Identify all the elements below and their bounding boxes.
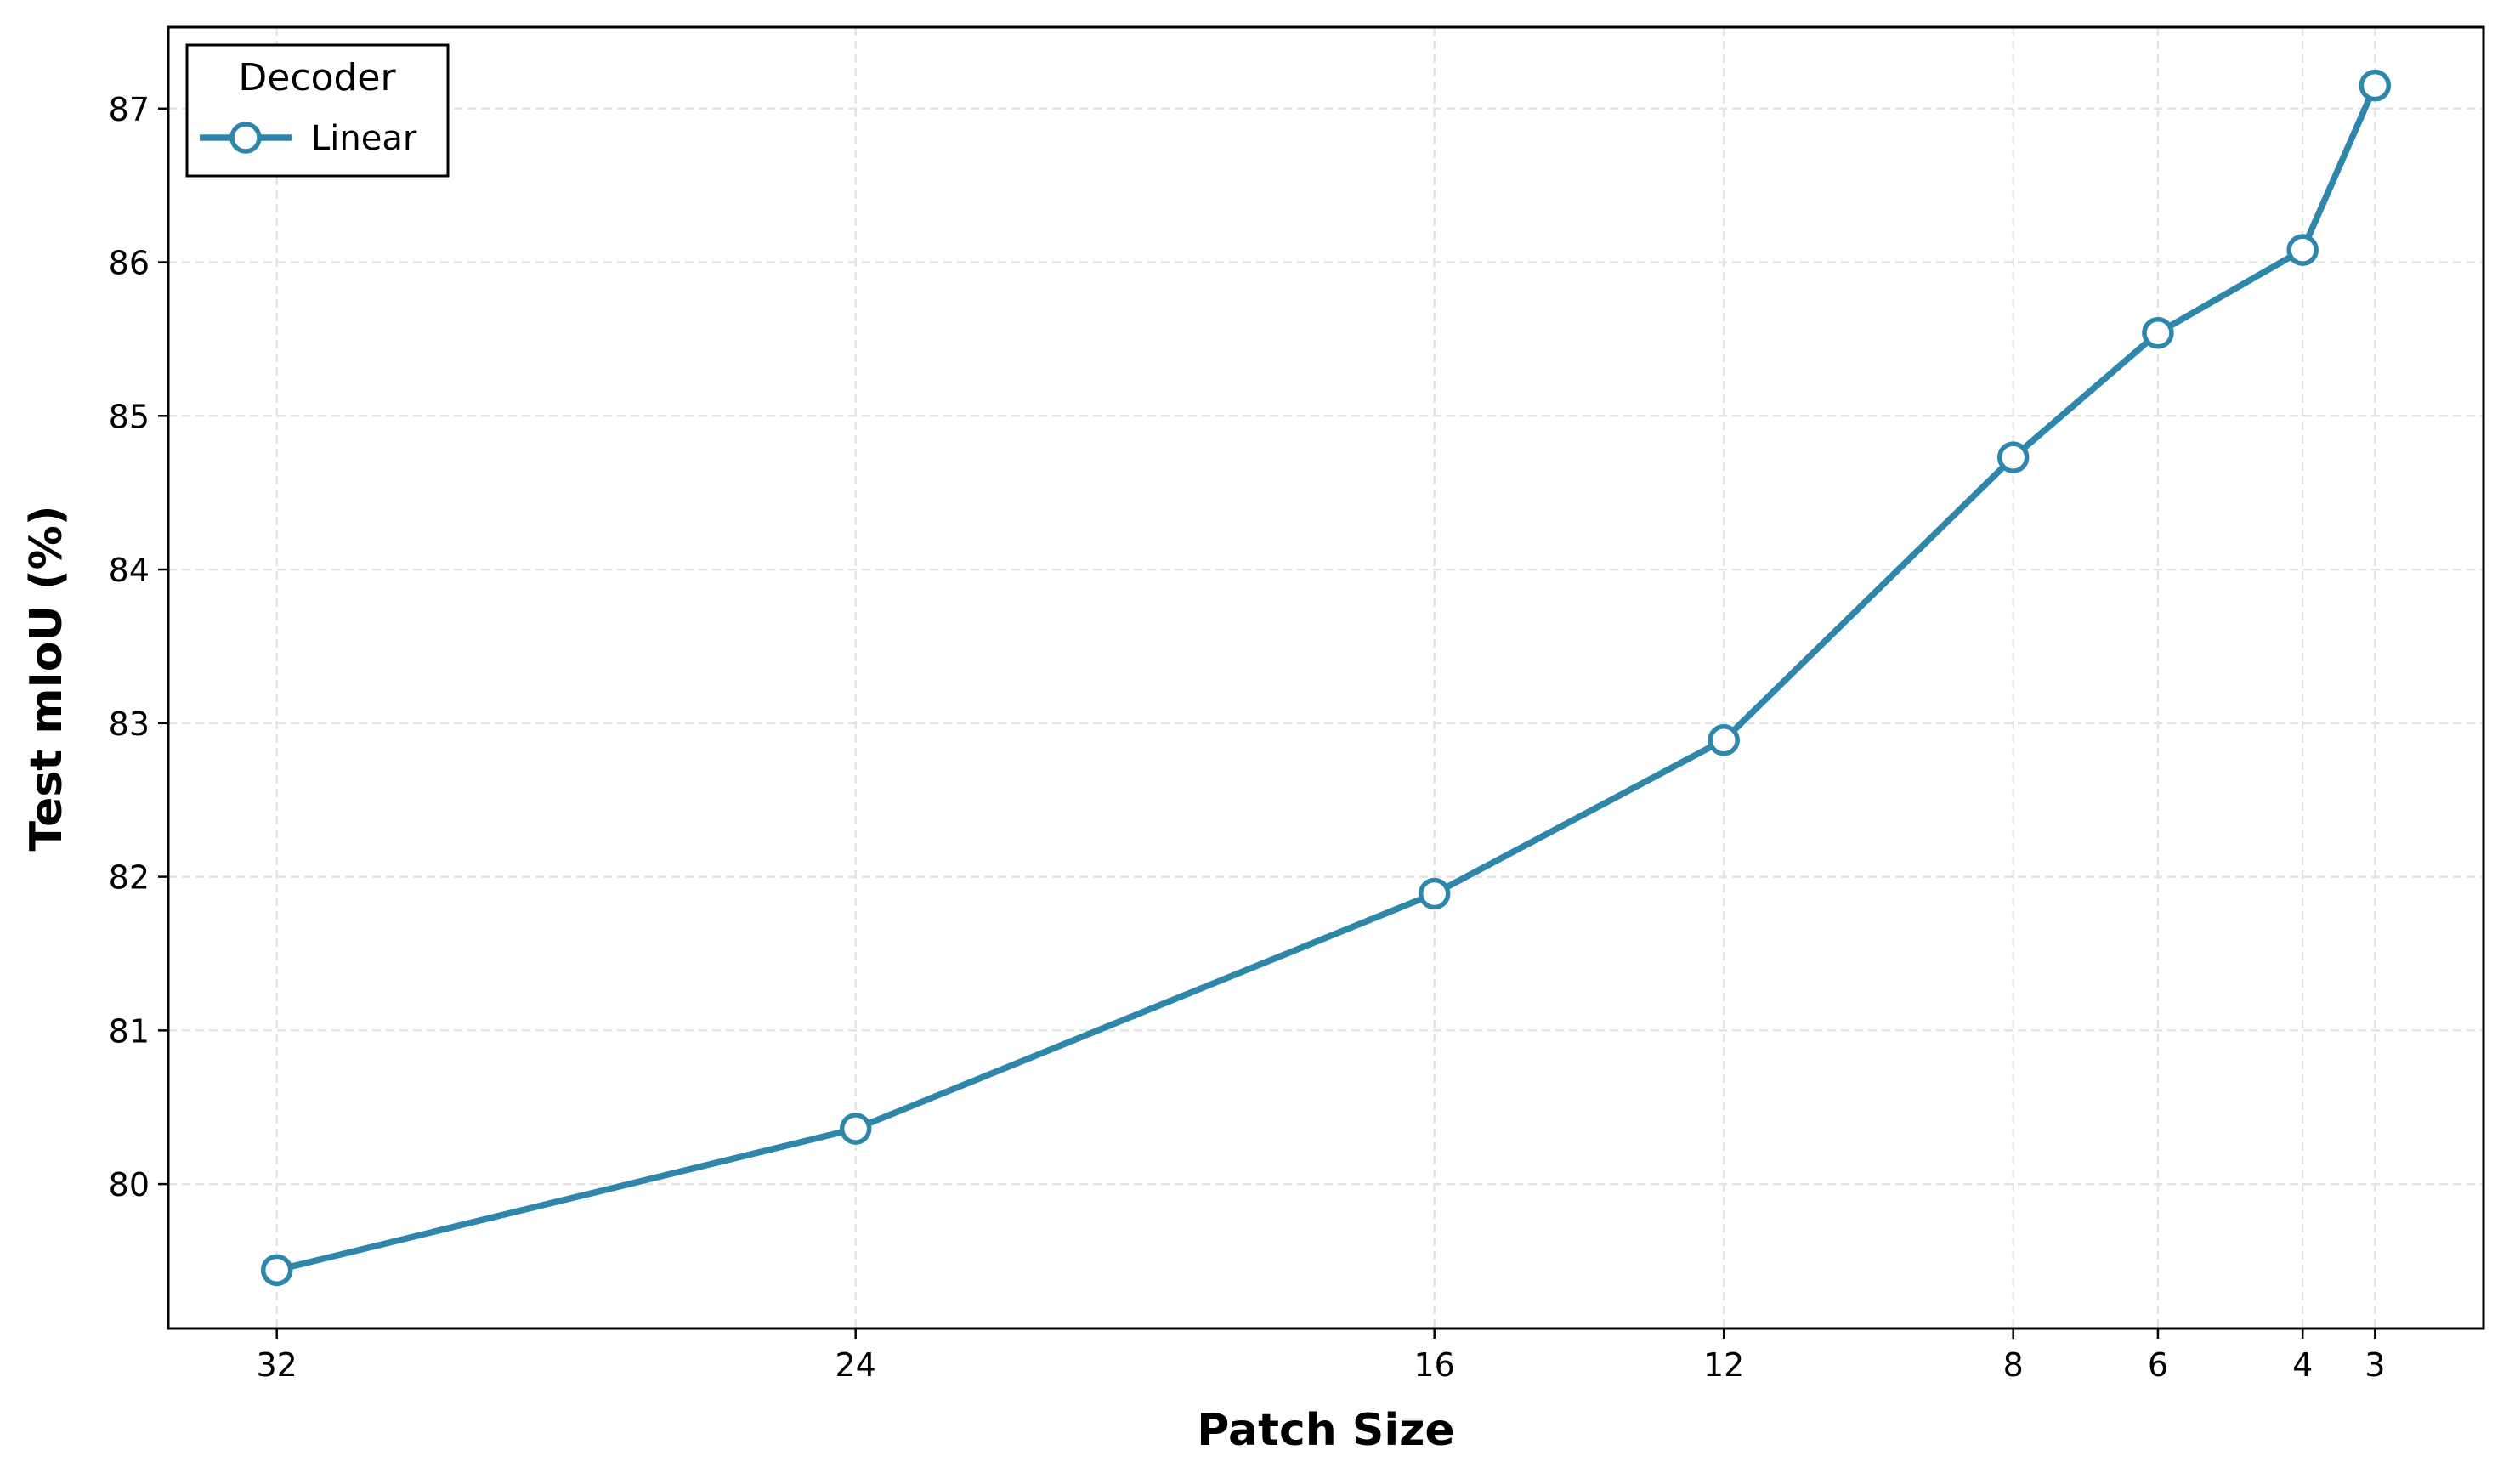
- data-point: [1708, 723, 1740, 756]
- legend-box: [185, 43, 450, 178]
- y-tick-label: 83: [109, 705, 150, 743]
- legend-marker: [229, 122, 262, 154]
- y-tick-label: 87: [109, 91, 150, 128]
- plot-frame: [167, 25, 2485, 1330]
- data-line: [275, 84, 2378, 1273]
- x-tick-label: 16: [1414, 1346, 1455, 1384]
- x-tick-label: 8: [2003, 1346, 2024, 1384]
- data-point: [2286, 234, 2319, 266]
- x-tick-label: 24: [835, 1346, 876, 1384]
- data-point: [1996, 441, 2030, 473]
- x-axis-label: Patch Size: [1197, 1405, 1454, 1456]
- x-tick-label: 12: [1703, 1346, 1744, 1384]
- x-tick-label: 4: [2292, 1346, 2313, 1384]
- y-tick-label: 80: [109, 1166, 150, 1204]
- y-tick-label: 81: [109, 1012, 150, 1050]
- y-tick-label: 84: [109, 552, 150, 589]
- y-tick-label: 85: [109, 398, 150, 435]
- y-axis-label: Test mIoU (%): [21, 506, 72, 852]
- data-point: [2142, 316, 2174, 349]
- data-point: [2359, 69, 2392, 102]
- data-point: [260, 1254, 293, 1287]
- data-point: [1418, 877, 1451, 910]
- x-tick-label: 32: [257, 1346, 297, 1384]
- y-tick-label: 82: [109, 859, 150, 897]
- y-tick-label: 86: [109, 245, 150, 282]
- legend-label: Linear: [311, 119, 417, 158]
- legend-title: Decoder: [238, 56, 396, 99]
- x-tick-label: 6: [2148, 1346, 2168, 1384]
- data-point: [839, 1113, 872, 1145]
- x-tick-label: 3: [2365, 1346, 2385, 1384]
